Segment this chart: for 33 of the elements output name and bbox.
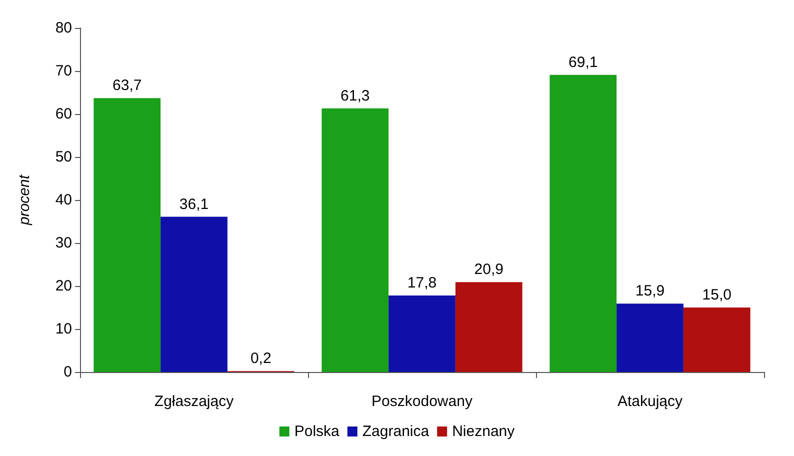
bar <box>388 295 456 372</box>
bar <box>683 308 750 372</box>
data-label: 20,9 <box>474 261 504 278</box>
data-label: 15,0 <box>702 286 732 304</box>
x-tick-label: Atakujący <box>617 393 684 410</box>
x-tick-label: Zgłaszający <box>154 393 234 410</box>
bar <box>455 282 522 372</box>
data-label: 0,2 <box>250 350 272 368</box>
y-tick-label: 80 <box>55 20 72 36</box>
data-label: 69,1 <box>568 54 598 71</box>
legend-label: Nieznany <box>452 423 516 440</box>
legend-label: Polska <box>294 423 340 440</box>
y-tick-label: 40 <box>55 192 72 208</box>
bar <box>160 216 228 372</box>
data-label: 63,7 <box>112 77 142 94</box>
bar <box>322 108 389 372</box>
bar <box>616 304 684 372</box>
y-axis-title: procent <box>16 174 33 226</box>
data-label: 61,3 <box>340 87 370 104</box>
bar <box>94 98 161 372</box>
data-label: 15,9 <box>635 282 665 300</box>
legend-label: Zagranica <box>362 423 430 440</box>
bar <box>550 74 617 372</box>
y-tick-label: 30 <box>55 234 72 252</box>
y-tick-label: 70 <box>55 62 72 80</box>
data-label: 17,8 <box>407 274 437 292</box>
y-tick-label: 10 <box>55 320 72 338</box>
y-tick-label: 0 <box>64 364 72 380</box>
x-tick-label: Poszkodowany <box>372 393 473 410</box>
y-tick-label: 50 <box>55 148 72 166</box>
data-label: 36,1 <box>179 196 209 213</box>
y-tick-label: 20 <box>55 278 72 294</box>
y-tick-label: 60 <box>55 106 72 122</box>
